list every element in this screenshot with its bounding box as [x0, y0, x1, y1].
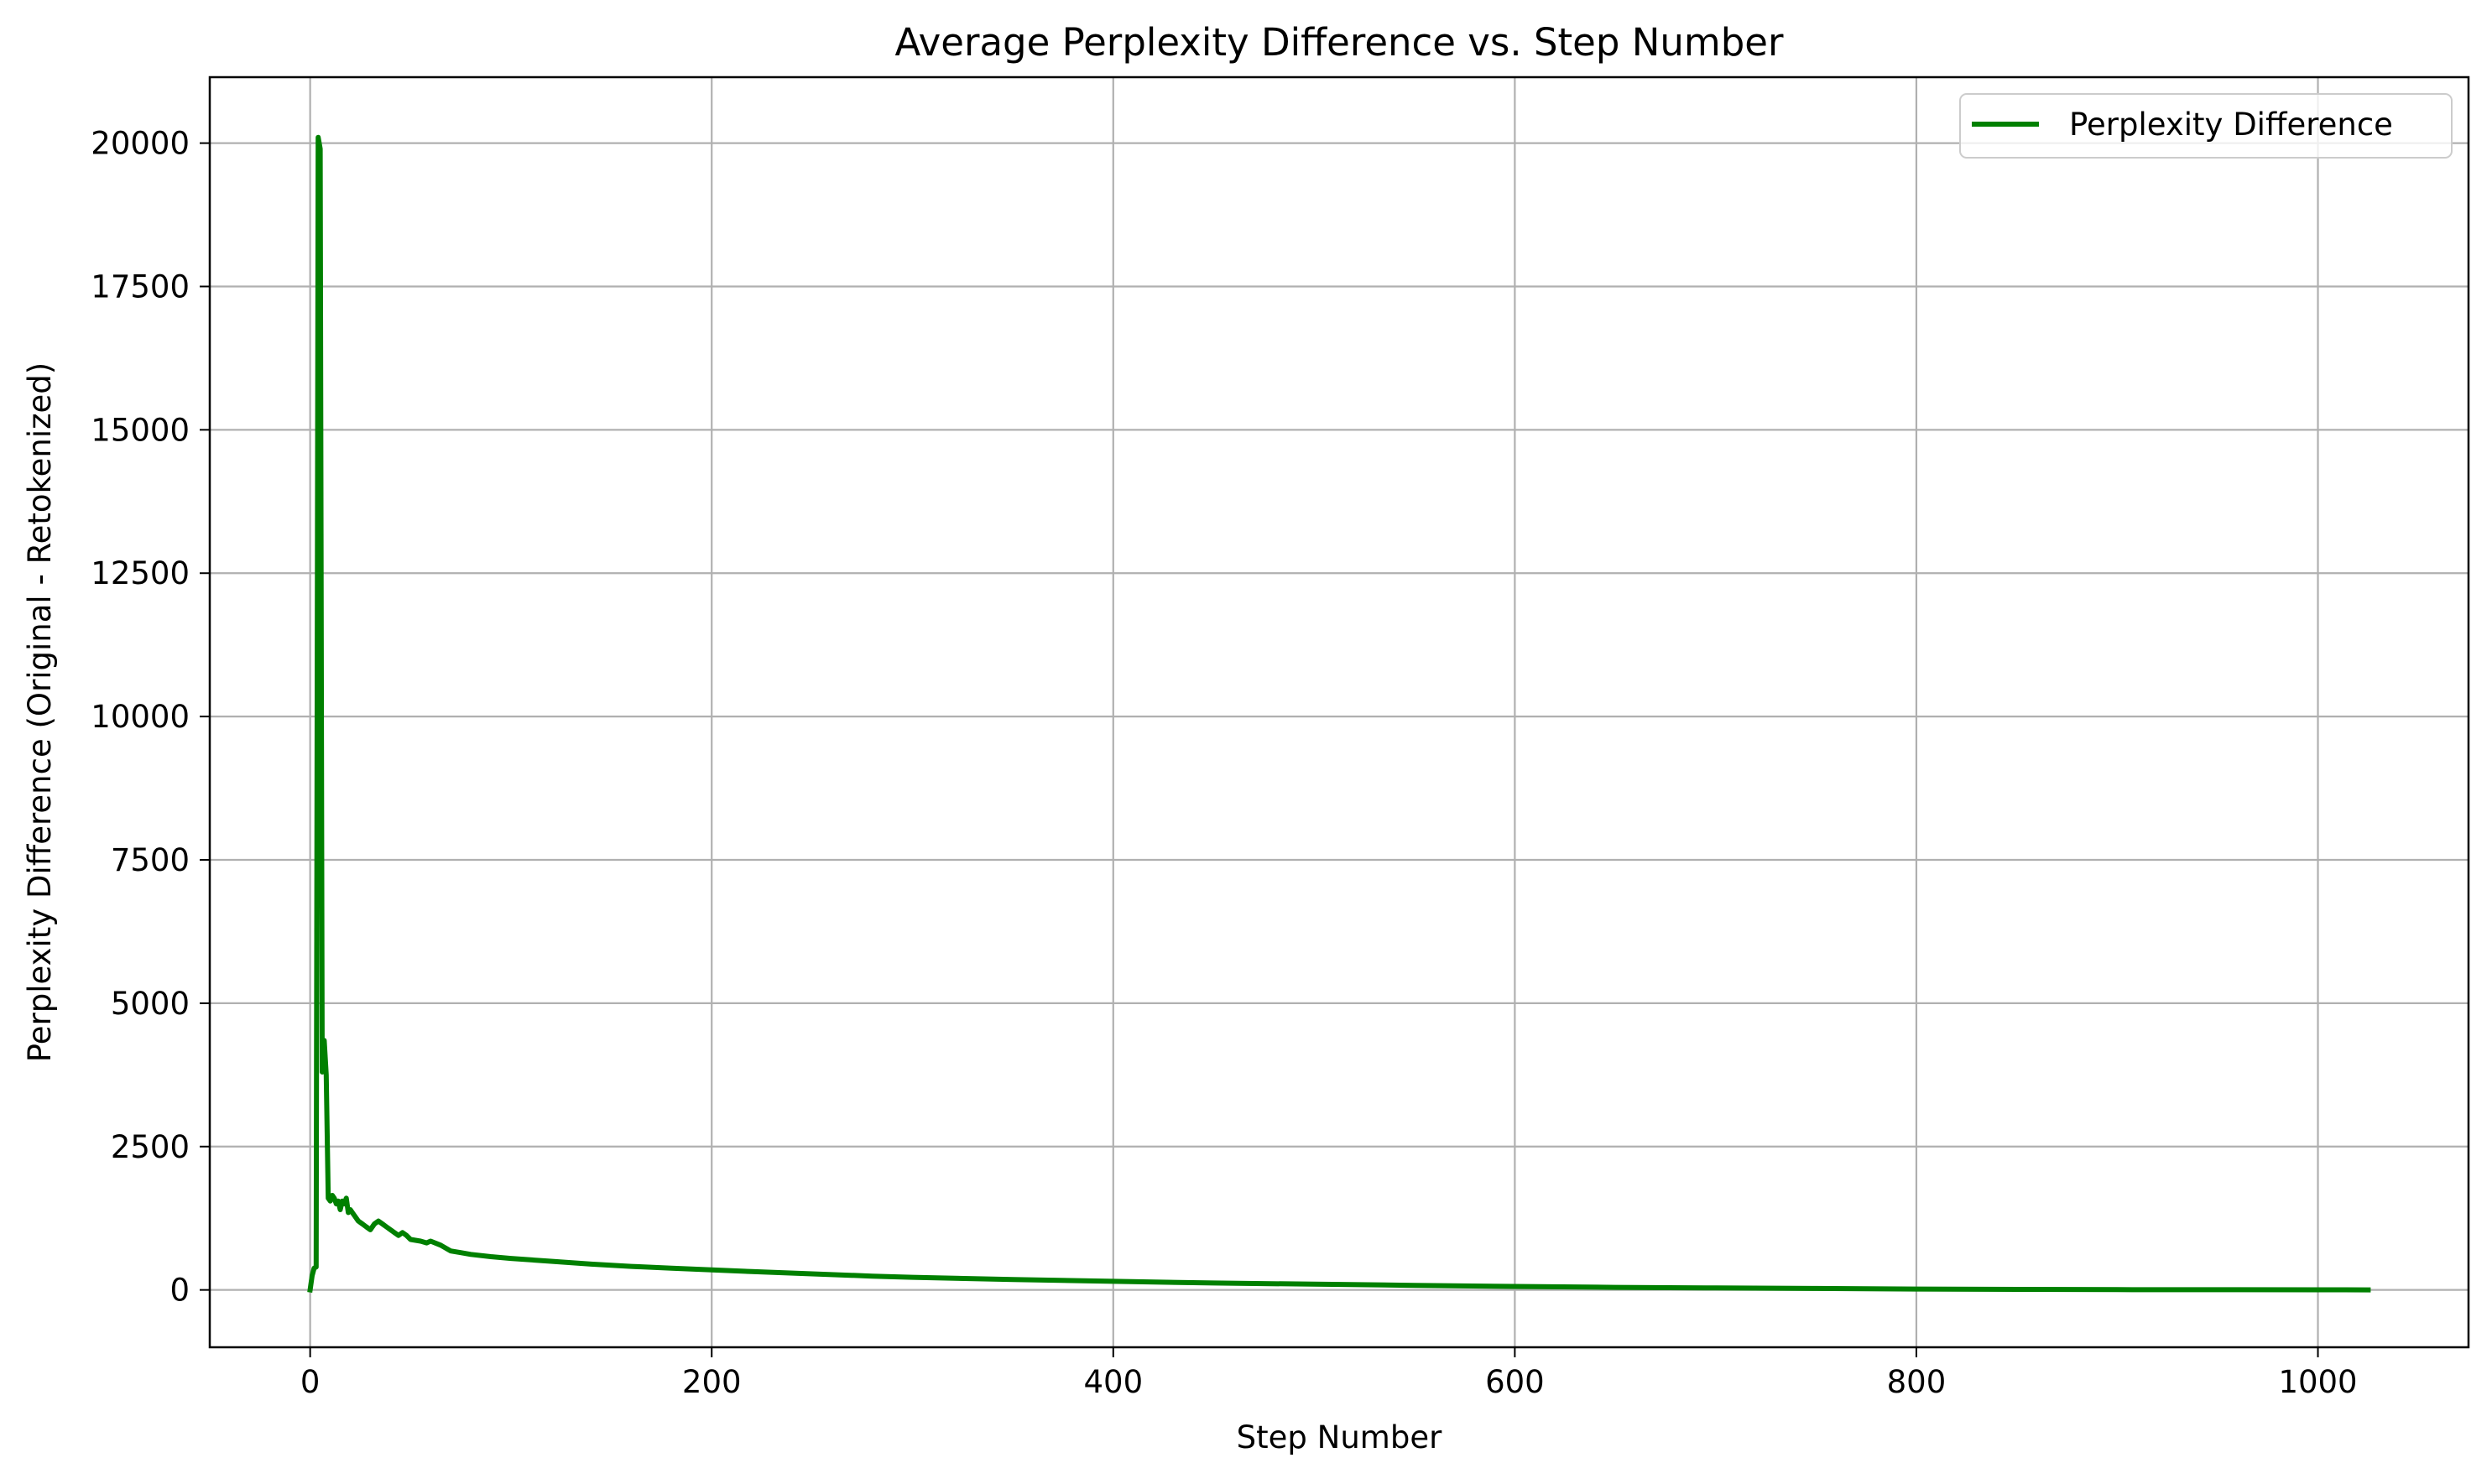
- y-tick-label: 20000: [91, 126, 190, 162]
- y-tick-label: 12500: [91, 555, 190, 591]
- x-tick-label: 600: [1485, 1364, 1545, 1400]
- x-axis-label: Step Number: [1237, 1419, 1442, 1455]
- x-tick-label: 0: [300, 1364, 321, 1400]
- y-tick-label: 7500: [111, 842, 190, 878]
- x-tick-label: 1000: [2278, 1364, 2357, 1400]
- y-axis-label: Perplexity Difference (Original - Retoke…: [22, 362, 58, 1062]
- y-tick-label: 15000: [91, 412, 190, 448]
- y-tick-label: 0: [169, 1273, 190, 1309]
- y-tick-label: 5000: [111, 986, 190, 1022]
- legend-box: [1959, 93, 2453, 159]
- y-tick-label: 10000: [91, 699, 190, 735]
- chart-title: Average Perplexity Difference vs. Step N…: [895, 20, 1784, 65]
- chart-legend: Perplexity Difference: [1959, 93, 2453, 159]
- grid-lines: [210, 77, 2469, 1347]
- x-tick-label: 200: [682, 1364, 742, 1400]
- axis-ticks: 0 200 400 600 800 100002500500075001000012500…: [91, 126, 2357, 1400]
- x-tick-label: 400: [1083, 1364, 1143, 1400]
- series-line-perplexity-difference: [307, 134, 2371, 1293]
- plot-area-frame: [208, 76, 2470, 1349]
- legend-label: Perplexity Difference: [2069, 107, 2393, 143]
- series-layer: [307, 134, 2371, 1293]
- y-tick-label: 17500: [91, 268, 190, 305]
- x-tick-label: 800: [1887, 1364, 1947, 1400]
- y-tick-label: 2500: [111, 1129, 190, 1165]
